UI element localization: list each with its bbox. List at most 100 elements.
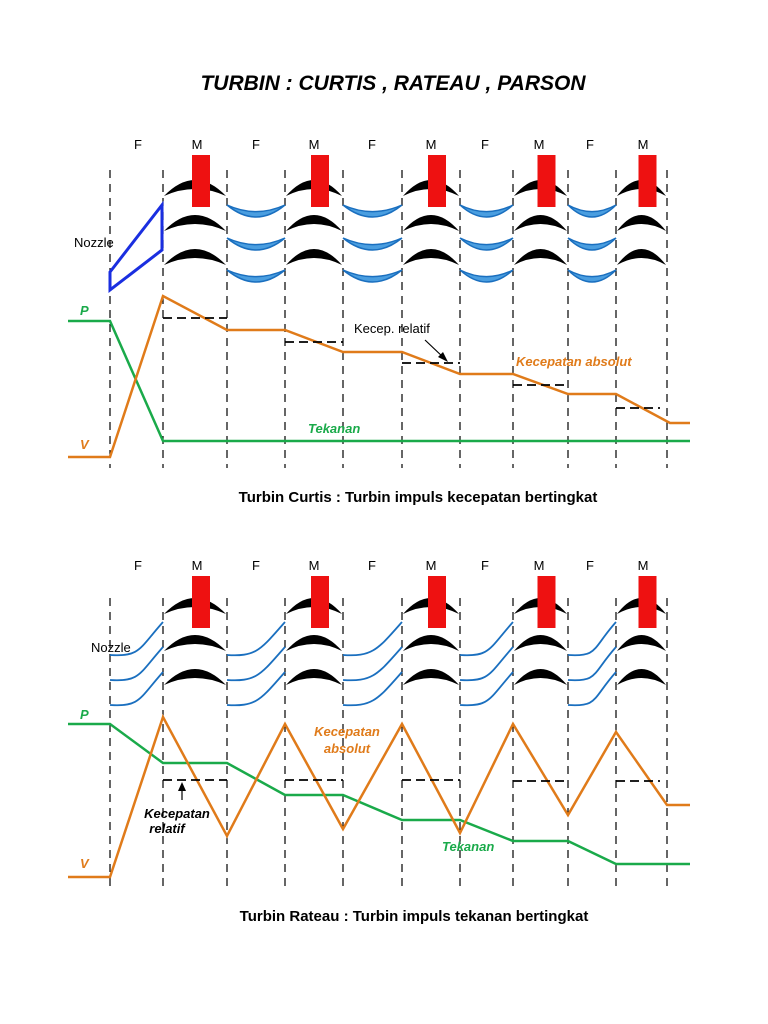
v-axis-label: V <box>80 856 90 871</box>
stage-label: F <box>252 558 260 573</box>
rateau-markers <box>192 576 657 628</box>
rateau-stage-boundaries <box>109 598 668 888</box>
pressure-label: Tekanan <box>442 839 494 854</box>
moving-blade <box>514 635 567 651</box>
fixed-blade <box>459 269 514 283</box>
curtis-absolute-velocity-line <box>68 294 690 459</box>
stage-label: M <box>426 558 437 573</box>
fixed-blade <box>342 204 403 218</box>
nozzle-curve <box>459 621 514 657</box>
nozzle-curve <box>567 646 617 682</box>
nozzle-curve <box>109 671 164 707</box>
absolute-velocity-label: absolut <box>324 741 371 756</box>
stage-label: M <box>638 137 649 152</box>
curtis-fixed-blades <box>226 204 617 283</box>
moving-blade <box>286 669 342 685</box>
stage-marker <box>537 576 556 628</box>
relative-velocity-label: Kecepatan <box>144 806 210 821</box>
moving-blade <box>286 215 342 231</box>
fixed-blade <box>342 237 403 251</box>
moving-blade <box>164 669 226 685</box>
stage-label: M <box>192 558 203 573</box>
nozzle-label: Nozzle <box>91 640 131 655</box>
stage-label: M <box>192 137 203 152</box>
rateau-relative-velocity-segments <box>163 779 660 782</box>
stage-marker <box>428 576 446 628</box>
moving-blade <box>617 215 666 231</box>
stage-marker <box>537 155 556 207</box>
moving-blade <box>403 635 459 651</box>
fixed-blade <box>459 204 514 218</box>
moving-blade <box>164 215 226 231</box>
nozzle-curve <box>226 671 286 707</box>
stage-marker <box>638 576 657 628</box>
stage-label: F <box>481 137 489 152</box>
pressure-label: Tekanan <box>308 421 360 436</box>
stage-label: F <box>134 558 142 573</box>
curtis-stage-labels: F M F M F M F M F M <box>134 137 648 152</box>
nozzle-curve <box>342 621 403 657</box>
relative-velocity-label: Kecep. relatif <box>354 321 430 336</box>
curtis-nozzle-shape <box>108 200 164 294</box>
rateau-moving-blades <box>164 598 666 685</box>
rateau-caption: Turbin Rateau : Turbin impuls tekanan be… <box>240 908 589 925</box>
relative-velocity-arrow <box>178 782 186 800</box>
curtis-diagram: F M F M F M F M F M Nozzle P V Kecep. re… <box>68 137 690 506</box>
moving-blade <box>617 635 666 651</box>
nozzle-curve <box>226 646 286 682</box>
moving-blade <box>164 249 226 265</box>
fixed-blade <box>226 204 286 218</box>
curtis-markers <box>192 155 657 207</box>
stage-marker <box>311 576 329 628</box>
moving-blade <box>514 669 567 685</box>
relative-velocity-arrow <box>424 339 448 362</box>
fixed-blade <box>459 237 514 251</box>
nozzle-curve <box>459 671 514 707</box>
curtis-moving-blades <box>164 180 666 265</box>
stage-label: M <box>309 558 320 573</box>
nozzle-curve <box>459 646 514 682</box>
fixed-blade <box>342 269 403 283</box>
nozzle-curve <box>567 671 617 707</box>
nozzle-curve <box>109 646 164 682</box>
moving-blade <box>514 215 567 231</box>
fixed-blade <box>567 204 617 218</box>
stage-label: M <box>534 137 545 152</box>
absolute-velocity-label: Kecepatan absolut <box>516 354 632 369</box>
moving-blade <box>403 669 459 685</box>
stage-marker <box>638 155 657 207</box>
absolute-velocity-label: Kecepatan <box>314 724 380 739</box>
moving-blade <box>403 215 459 231</box>
relative-velocity-label: relatif <box>149 821 186 836</box>
moving-blade <box>286 635 342 651</box>
nozzle-label: Nozzle <box>74 235 114 250</box>
fixed-blade <box>226 237 286 251</box>
fixed-blade <box>567 237 617 251</box>
rateau-diagram: F M F M F M F M F M Nozzle P V <box>68 558 690 925</box>
stage-marker <box>311 155 329 207</box>
rateau-nozzle-curves <box>109 621 617 707</box>
stage-marker <box>428 155 446 207</box>
moving-blade <box>403 249 459 265</box>
nozzle-curve <box>567 621 617 657</box>
stage-label: F <box>481 558 489 573</box>
nozzle-curve <box>226 621 286 657</box>
stage-label: F <box>134 137 142 152</box>
stage-label: F <box>368 137 376 152</box>
moving-blade <box>514 249 567 265</box>
moving-blade <box>617 669 666 685</box>
curtis-pressure-line <box>68 319 690 443</box>
fixed-blade <box>226 269 286 283</box>
nozzle-curve <box>342 646 403 682</box>
rateau-pressure-line <box>68 722 690 866</box>
stage-marker <box>192 576 210 628</box>
p-axis-label: P <box>80 707 89 722</box>
p-axis-label: P <box>80 303 89 318</box>
stage-label: F <box>586 558 594 573</box>
rateau-absolute-velocity-line <box>68 713 690 879</box>
stage-label: M <box>638 558 649 573</box>
fixed-blade <box>567 269 617 283</box>
curtis-caption: Turbin Curtis : Turbin impuls kecepatan … <box>239 489 598 506</box>
nozzle-curve <box>109 621 164 657</box>
